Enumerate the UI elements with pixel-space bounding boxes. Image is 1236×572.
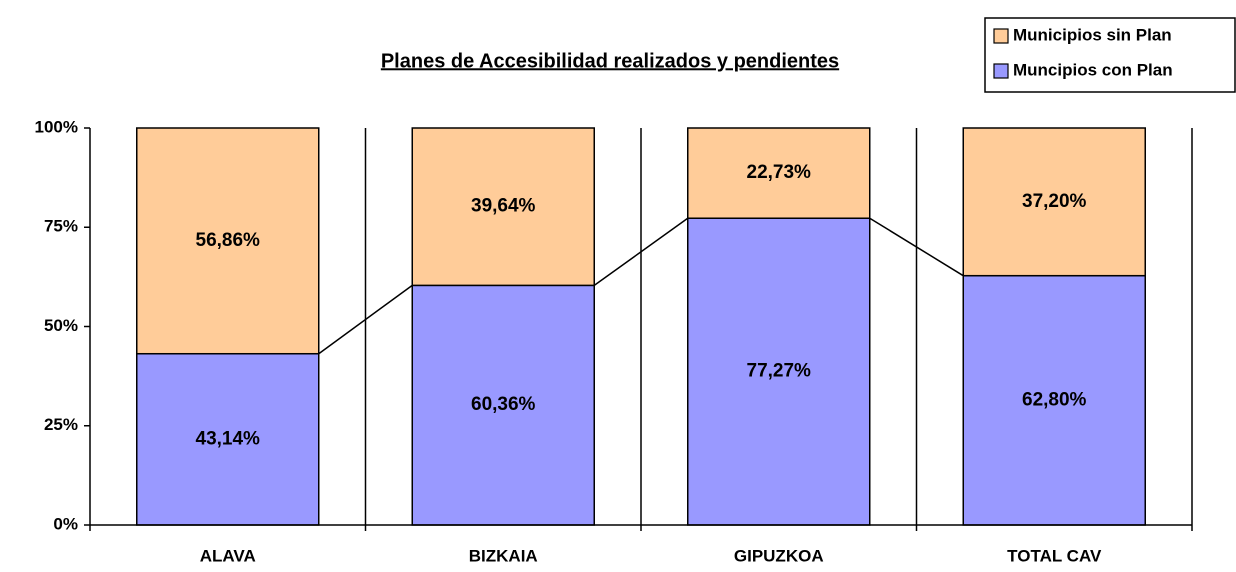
bar-segment — [136, 127, 320, 355]
x-tick-label: BIZKAIA — [469, 546, 538, 565]
value-label: 56,86% — [196, 230, 261, 251]
series-line — [318, 284, 413, 355]
bar-segment — [687, 127, 871, 219]
y-tick-label: 100% — [35, 117, 78, 136]
y-tick-label: 0% — [53, 514, 78, 533]
legend-swatch — [993, 63, 1009, 79]
bar-segment — [962, 274, 1146, 526]
chart-title: Planes de Accesibilidad realizados y pen… — [381, 50, 839, 72]
value-label: 39,64% — [471, 196, 536, 217]
value-label: 37,20% — [1022, 191, 1087, 212]
bar-segment — [687, 217, 871, 526]
y-tick-label: 75% — [44, 217, 78, 236]
legend-label: Muncipios con Plan — [1013, 60, 1173, 79]
bar-segment — [411, 127, 595, 287]
y-tick-label: 50% — [44, 316, 78, 335]
series-line — [593, 217, 689, 286]
legend-swatch — [993, 28, 1009, 44]
bar-segment — [962, 127, 1146, 277]
y-tick-label: 25% — [44, 415, 78, 434]
value-label: 62,80% — [1022, 389, 1087, 410]
legend-label: Municipios sin Plan — [1013, 25, 1172, 44]
value-label: 22,73% — [747, 162, 812, 183]
legend-box — [984, 17, 1236, 93]
x-tick-label: GIPUZKOA — [734, 546, 824, 565]
x-tick-label: ALAVA — [200, 546, 256, 565]
value-label: 43,14% — [196, 428, 261, 449]
series-line — [869, 217, 964, 277]
value-label: 60,36% — [471, 394, 536, 415]
x-tick-label: TOTAL CAV — [1007, 546, 1102, 565]
value-label: 77,27% — [747, 361, 812, 382]
